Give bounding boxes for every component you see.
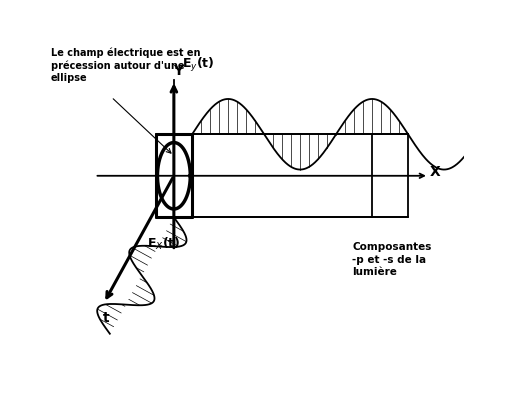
Text: X: X bbox=[430, 165, 441, 178]
Text: E$_X$(t): E$_X$(t) bbox=[147, 235, 180, 252]
Text: E$_y$(t): E$_y$(t) bbox=[182, 56, 215, 74]
Text: Le champ électrique est en
précession autour d'une
ellipse: Le champ électrique est en précession au… bbox=[51, 47, 201, 83]
Text: Composantes
-p et -s de la
lumière: Composantes -p et -s de la lumière bbox=[352, 242, 431, 277]
Text: t: t bbox=[103, 311, 109, 326]
Text: Y: Y bbox=[173, 64, 183, 78]
